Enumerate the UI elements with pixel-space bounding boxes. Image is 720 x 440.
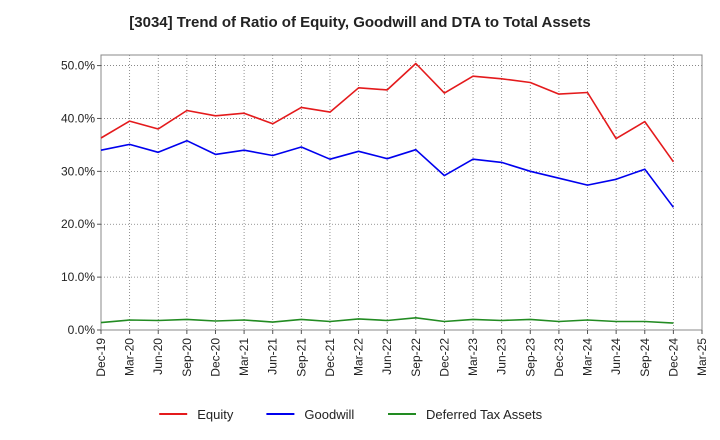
y-tick-label: 0.0% xyxy=(68,323,96,337)
legend-label-equity: Equity xyxy=(197,407,234,422)
y-tick-label: 40.0% xyxy=(61,111,95,125)
legend-label-deferred-tax-assets: Deferred Tax Assets xyxy=(426,407,543,422)
x-tick-label: Dec-24 xyxy=(666,338,680,377)
x-tick-label: Jun-22 xyxy=(380,338,394,375)
y-tick-label: 10.0% xyxy=(61,270,95,284)
series-line-equity xyxy=(100,62,675,163)
series-lines xyxy=(100,62,675,324)
x-tick-label: Dec-23 xyxy=(552,338,566,377)
legend-label-goodwill: Goodwill xyxy=(304,407,354,422)
x-tick-label: Jun-20 xyxy=(151,338,165,375)
x-tick-label: Sep-22 xyxy=(409,338,423,377)
grid xyxy=(101,55,702,330)
x-tick-label: Mar-25 xyxy=(695,338,709,376)
x-tick-label: Jun-24 xyxy=(609,338,623,375)
y-tick-label: 30.0% xyxy=(61,164,95,178)
plot-area xyxy=(100,54,703,331)
x-tick-label: Jun-21 xyxy=(266,338,280,375)
x-tick-label: Dec-19 xyxy=(94,338,108,377)
y-tick-label: 20.0% xyxy=(61,217,95,231)
x-tick-label: Mar-21 xyxy=(237,338,251,376)
x-tick-label: Jun-23 xyxy=(495,338,509,375)
x-tick-label: Sep-20 xyxy=(180,338,194,377)
x-tick-label: Mar-23 xyxy=(466,338,480,376)
x-tick-label: Dec-20 xyxy=(208,338,222,377)
x-tick-label: Sep-21 xyxy=(294,338,308,377)
x-tick-label: Dec-21 xyxy=(323,338,337,377)
x-tick-label: Mar-22 xyxy=(352,338,366,376)
series-line-deferred-tax-assets xyxy=(100,316,674,324)
series-line-goodwill xyxy=(100,139,675,208)
x-tick-label: Mar-24 xyxy=(581,338,595,376)
x-tick-label: Sep-24 xyxy=(638,338,652,377)
chart-title: [3034] Trend of Ratio of Equity, Goodwil… xyxy=(129,14,591,31)
x-tick-label: Sep-23 xyxy=(523,338,537,377)
x-tick-label: Dec-22 xyxy=(437,338,451,377)
y-tick-label: 50.0% xyxy=(61,59,95,73)
legend: Equity Goodwill Deferred Tax Assets xyxy=(159,407,543,422)
axes: Dec-19 Mar-20 Jun-20 Sep-20 Dec-20 Mar-21 Jun-… xyxy=(61,59,709,377)
x-tick-label: Mar-20 xyxy=(123,338,137,376)
